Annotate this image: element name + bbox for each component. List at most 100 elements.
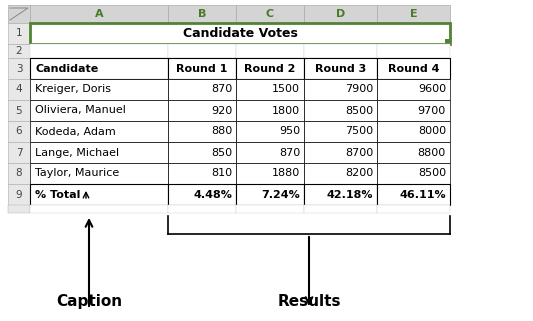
Text: 9600: 9600 bbox=[418, 84, 446, 94]
Bar bbox=[236, 100, 304, 121]
Text: A: A bbox=[95, 9, 103, 19]
Bar bbox=[236, 58, 304, 79]
Text: Candidate: Candidate bbox=[35, 64, 98, 74]
Bar bbox=[236, 121, 304, 142]
Bar bbox=[304, 5, 377, 23]
Bar bbox=[30, 184, 168, 205]
Bar bbox=[30, 58, 168, 79]
Bar bbox=[30, 5, 168, 23]
Bar bbox=[304, 121, 377, 142]
Text: Lange, Michael: Lange, Michael bbox=[35, 148, 119, 158]
Bar bbox=[168, 44, 236, 58]
Text: 7.24%: 7.24% bbox=[261, 189, 300, 199]
Text: 1: 1 bbox=[15, 29, 22, 39]
Text: Oliviera, Manuel: Oliviera, Manuel bbox=[35, 106, 126, 116]
Bar bbox=[236, 5, 304, 23]
Text: Round 2: Round 2 bbox=[244, 64, 296, 74]
Text: 8700: 8700 bbox=[345, 148, 373, 158]
Bar bbox=[377, 5, 450, 23]
Bar bbox=[8, 100, 30, 121]
Text: 1500: 1500 bbox=[272, 84, 300, 94]
Text: 8: 8 bbox=[15, 169, 22, 178]
Text: 7500: 7500 bbox=[345, 126, 373, 136]
Text: B: B bbox=[198, 9, 206, 19]
Bar bbox=[8, 23, 30, 44]
Bar bbox=[30, 163, 168, 184]
Text: 850: 850 bbox=[211, 148, 232, 158]
Bar bbox=[377, 142, 450, 163]
Bar bbox=[30, 142, 168, 163]
Bar bbox=[236, 44, 304, 58]
Bar bbox=[445, 39, 450, 44]
Bar bbox=[8, 142, 30, 163]
Bar bbox=[377, 163, 450, 184]
Bar bbox=[377, 79, 450, 100]
Text: 920: 920 bbox=[211, 106, 232, 116]
Text: Kreiger, Doris: Kreiger, Doris bbox=[35, 84, 111, 94]
Text: 3: 3 bbox=[15, 64, 22, 74]
Text: Kodeda, Adam: Kodeda, Adam bbox=[35, 126, 116, 136]
Bar bbox=[168, 100, 236, 121]
Text: 810: 810 bbox=[211, 169, 232, 178]
Bar bbox=[304, 79, 377, 100]
Text: C: C bbox=[266, 9, 274, 19]
Text: 950: 950 bbox=[279, 126, 300, 136]
Bar bbox=[236, 79, 304, 100]
Bar bbox=[168, 58, 236, 79]
Bar bbox=[30, 100, 168, 121]
Text: 9: 9 bbox=[15, 189, 22, 199]
Text: 880: 880 bbox=[211, 126, 232, 136]
Bar bbox=[8, 44, 30, 58]
Text: 2: 2 bbox=[15, 46, 22, 56]
Bar bbox=[377, 205, 450, 213]
Bar bbox=[236, 184, 304, 205]
Bar bbox=[377, 100, 450, 121]
Bar bbox=[168, 205, 236, 213]
Bar bbox=[8, 58, 30, 79]
Text: 8500: 8500 bbox=[418, 169, 446, 178]
Bar bbox=[236, 142, 304, 163]
Text: 870: 870 bbox=[211, 84, 232, 94]
Bar bbox=[30, 79, 168, 100]
Text: 46.11%: 46.11% bbox=[399, 189, 446, 199]
Bar bbox=[30, 121, 168, 142]
Text: 4: 4 bbox=[15, 84, 22, 94]
Bar bbox=[236, 205, 304, 213]
Text: 7900: 7900 bbox=[345, 84, 373, 94]
Text: 42.18%: 42.18% bbox=[327, 189, 373, 199]
Bar bbox=[30, 23, 450, 44]
Text: Results: Results bbox=[277, 294, 341, 309]
Bar bbox=[168, 79, 236, 100]
Text: 1880: 1880 bbox=[272, 169, 300, 178]
Text: Round 3: Round 3 bbox=[315, 64, 366, 74]
Text: 1800: 1800 bbox=[272, 106, 300, 116]
Bar bbox=[8, 79, 30, 100]
Bar bbox=[304, 44, 377, 58]
Text: D: D bbox=[336, 9, 345, 19]
Bar bbox=[377, 44, 450, 58]
Bar bbox=[30, 44, 168, 58]
Text: 8800: 8800 bbox=[418, 148, 446, 158]
Bar bbox=[377, 121, 450, 142]
Text: Caption: Caption bbox=[56, 294, 122, 309]
Text: 5: 5 bbox=[15, 106, 22, 116]
Bar bbox=[304, 205, 377, 213]
Bar bbox=[304, 100, 377, 121]
Bar bbox=[168, 184, 236, 205]
Text: Round 1: Round 1 bbox=[176, 64, 228, 74]
Bar bbox=[168, 5, 236, 23]
Bar bbox=[236, 163, 304, 184]
Text: 7: 7 bbox=[15, 148, 22, 158]
Text: % Total: % Total bbox=[35, 189, 80, 199]
Text: 4.48%: 4.48% bbox=[193, 189, 232, 199]
Bar bbox=[8, 163, 30, 184]
Bar bbox=[8, 205, 30, 213]
Text: Round 4: Round 4 bbox=[387, 64, 439, 74]
Text: 6: 6 bbox=[15, 126, 22, 136]
Bar bbox=[304, 163, 377, 184]
Bar bbox=[8, 5, 30, 23]
Text: 8500: 8500 bbox=[345, 106, 373, 116]
Bar bbox=[8, 121, 30, 142]
Bar bbox=[377, 58, 450, 79]
Bar bbox=[168, 163, 236, 184]
